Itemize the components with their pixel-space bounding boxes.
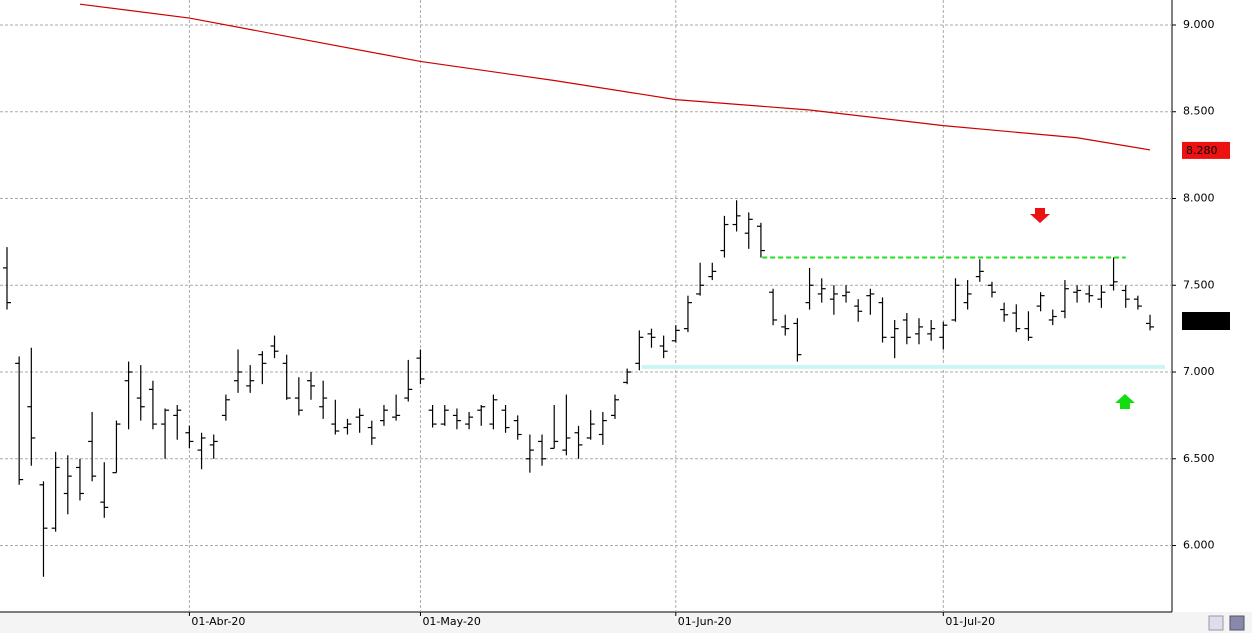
last-price-box — [1182, 312, 1230, 330]
moving-average — [79, 3, 1151, 151]
y-tick-label: 7.500 — [1183, 278, 1215, 291]
x-tick-label: 01-Jul-20 — [945, 615, 995, 628]
y-tick-label: 7.000 — [1183, 365, 1215, 378]
y-tick-label: 6.500 — [1183, 452, 1215, 465]
x-tick-label: 01-Abr-20 — [191, 615, 245, 628]
ma-label-box — [1182, 141, 1230, 159]
sell-arrow — [1030, 208, 1050, 223]
y-tick-label: 8.500 — [1183, 105, 1215, 118]
y-tick-label: 9.000 — [1183, 18, 1215, 31]
ma-label: 8.280 — [1186, 144, 1218, 157]
y-tick-label: 8.000 — [1183, 192, 1215, 205]
y-tick-label: 6.000 — [1183, 539, 1215, 552]
buy-arrow — [1115, 394, 1135, 409]
x-tick-label: 01-May-20 — [422, 615, 480, 628]
refresh-icon[interactable] — [1208, 615, 1224, 631]
save-icon[interactable] — [1229, 615, 1245, 631]
x-axis-strip — [0, 612, 1252, 633]
x-tick-label: 01-Jun-20 — [678, 615, 732, 628]
